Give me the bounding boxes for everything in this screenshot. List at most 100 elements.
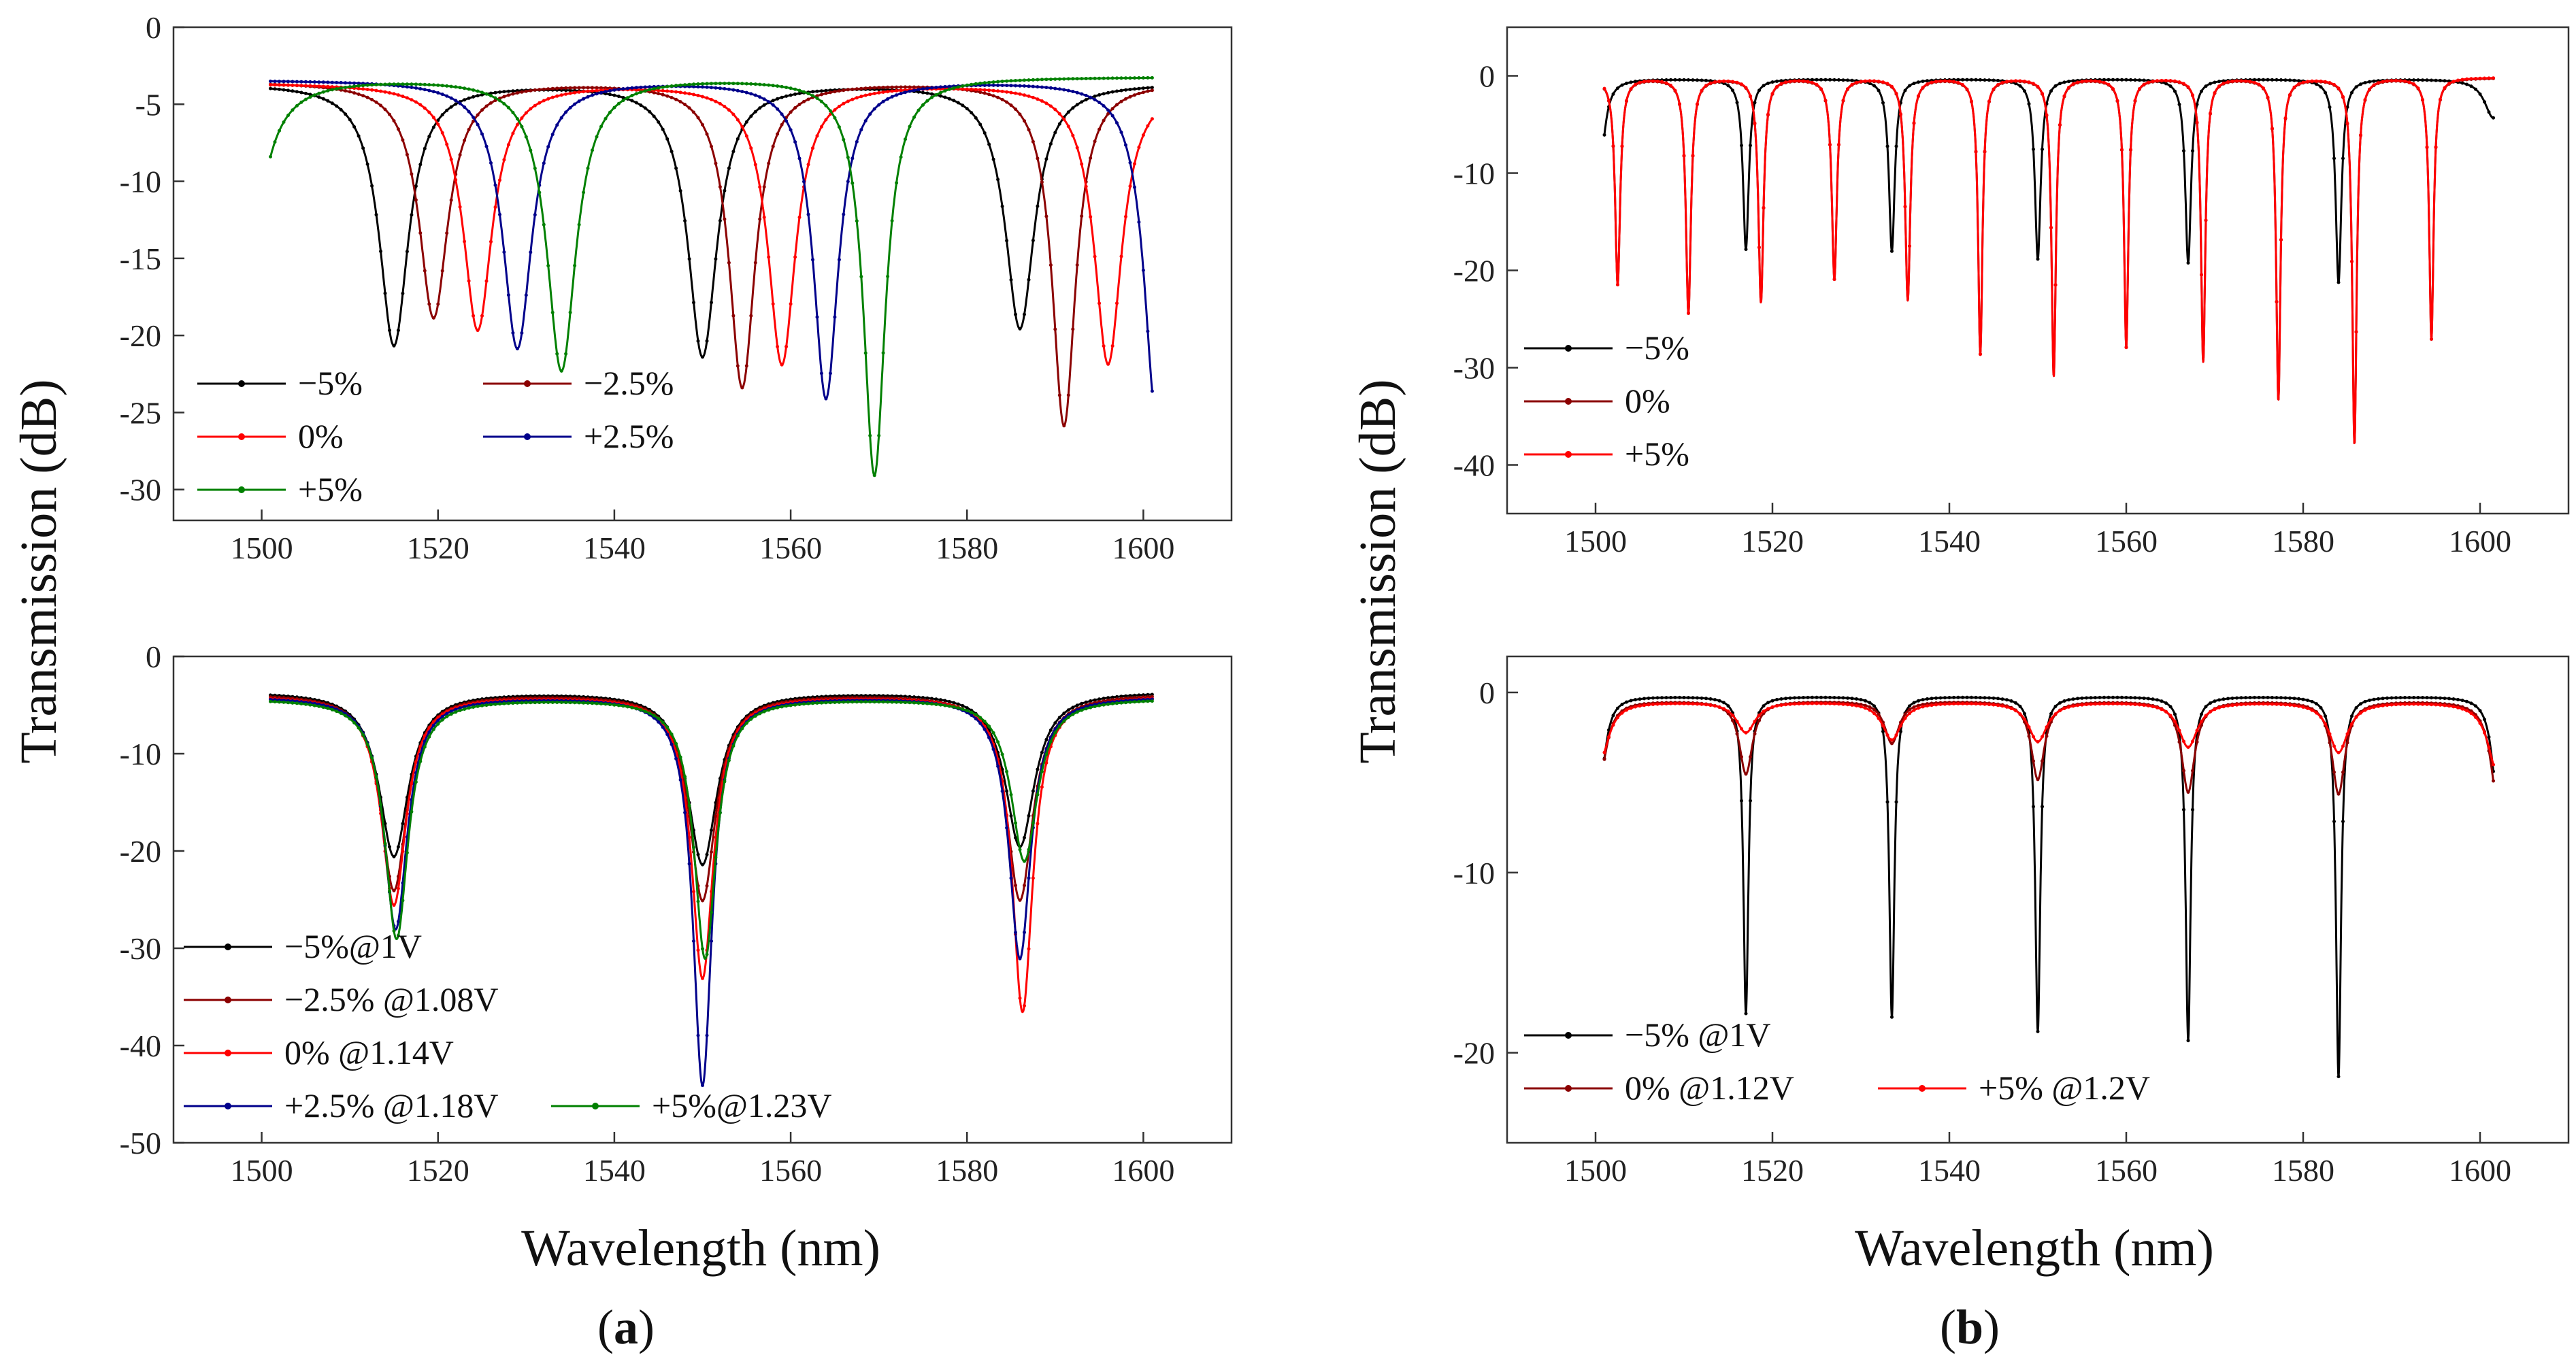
x-tick-label: 1560 <box>2095 1153 2158 1188</box>
series-markers <box>269 76 1154 478</box>
series-markers <box>1602 701 2496 767</box>
legend-entry: +5%@1.23V <box>551 1086 832 1124</box>
x-tick-label: 1540 <box>583 1153 646 1188</box>
x-tick-label: 1560 <box>2095 524 2158 558</box>
series-line <box>1603 701 2494 795</box>
series-markers <box>1602 76 2496 356</box>
series-markers <box>269 83 1154 367</box>
series-line <box>269 695 1153 902</box>
x-tick-label: 1540 <box>1918 524 1981 558</box>
legend-entry: 0% <box>197 417 344 455</box>
y-tick-label: -10 <box>1453 856 1495 890</box>
x-tick-label: 1540 <box>1918 1153 1981 1188</box>
y-tick-label: -40 <box>1453 448 1495 483</box>
y-tick-label: 0 <box>146 10 161 45</box>
y-tick-label: -30 <box>1453 351 1495 386</box>
series-line <box>269 86 1153 358</box>
chart-a-top: 1500 1520 1540 1560 1580 1600 0 -5 -10 -15 -20 -25 -… <box>120 10 1233 565</box>
legend-marker <box>524 433 531 440</box>
series-group <box>1602 76 2496 444</box>
x-tick-label: 1560 <box>759 531 822 565</box>
x-tick-label: 1500 <box>1564 1153 1627 1188</box>
legend-label: −5% <box>298 364 363 402</box>
x-tick-label: 1540 <box>583 531 646 565</box>
legend-entry: +5% @1.2V <box>1878 1069 2150 1107</box>
series-line <box>269 84 1153 366</box>
legend-entry: +5% <box>197 470 363 508</box>
y-tick-label: -10 <box>120 165 161 199</box>
series-group <box>269 76 1154 478</box>
legend-marker <box>238 433 245 440</box>
x-tick-label: 1580 <box>2272 1153 2334 1188</box>
legend-label: −2.5% <box>584 364 674 402</box>
legend-label: 0% @1.14V <box>284 1033 454 1071</box>
legend-marker <box>1565 1032 1572 1039</box>
y-tick-label: 0 <box>1479 675 1495 710</box>
y-tick-label: -50 <box>120 1126 161 1160</box>
legend-entry: −5%@1V <box>184 927 422 965</box>
legend-marker <box>592 1103 599 1109</box>
series-markers <box>1602 76 2496 356</box>
y-tick-label: -40 <box>120 1029 161 1063</box>
x-tick-label: 1580 <box>936 531 998 565</box>
legend-label: +2.5% <box>584 417 674 455</box>
y-tick-label: -20 <box>1453 254 1495 288</box>
plot-frame <box>172 655 1233 1144</box>
legend-entry: −5% @1V <box>1524 1016 1771 1054</box>
x-tick-label: 1560 <box>759 1153 822 1188</box>
legend-label: −5%@1V <box>284 927 422 965</box>
chart-b-top: 1500 1520 1540 1560 1580 1600 0 -10 -20 -30 -40 −5%… <box>1453 26 2570 558</box>
legend-label: 0% @1.12V <box>1625 1069 1794 1107</box>
series-line <box>269 80 1153 400</box>
y-axis-title-a: Transmission (dB) <box>10 379 67 763</box>
legend-entry: −2.5% @1.08V <box>184 980 499 1018</box>
y-tick-label: -30 <box>120 473 161 507</box>
legend-marker <box>238 486 245 493</box>
y-tick-label: -10 <box>1453 156 1495 191</box>
y-tick-label: -20 <box>120 834 161 869</box>
y-tick-label: 0 <box>1479 59 1495 94</box>
y-tick-label: -25 <box>120 395 161 430</box>
legend-entry: +2.5% <box>483 417 674 455</box>
x-tick-label: 1520 <box>407 531 469 565</box>
legend-marker <box>1565 398 1572 405</box>
legend-label: +5% @1.2V <box>1979 1069 2150 1107</box>
y-tick-label: -30 <box>120 931 161 966</box>
y-axis-title-b: Transmission (dB) <box>1349 379 1406 763</box>
legend-label: +5%@1.23V <box>652 1086 832 1124</box>
legend-label: −5% @1V <box>1625 1016 1771 1054</box>
x-tick-label: 1500 <box>231 531 293 565</box>
legend-marker <box>524 380 531 387</box>
panel-label-b: (b) <box>1940 1300 2000 1354</box>
legend-marker <box>238 380 245 387</box>
x-tick-label: 1580 <box>936 1153 998 1188</box>
series-markers <box>269 699 1154 956</box>
legend-label: −5% <box>1625 329 1689 367</box>
legend-entry: −5% <box>1524 329 1689 367</box>
series-line <box>1603 78 2494 284</box>
legend-entry: −5% <box>197 364 363 402</box>
legend-marker <box>225 997 231 1003</box>
legend-marker <box>225 943 231 950</box>
x-tick-label: 1580 <box>2272 524 2334 558</box>
x-tick-label: 1520 <box>1741 524 1804 558</box>
y-tick-label: 0 <box>146 639 161 674</box>
legend-label: +2.5% @1.18V <box>284 1086 499 1124</box>
legend-marker <box>1565 1085 1572 1092</box>
legend-marker <box>1565 345 1572 352</box>
legend-marker <box>225 1050 231 1056</box>
legend-entry: 0% <box>1524 382 1670 420</box>
series-markers <box>269 80 1154 401</box>
series-group <box>1602 695 2496 1079</box>
series-line <box>1603 77 2494 444</box>
chart-a-bottom: 1500 1520 1540 1560 1580 1600 0 -10 -20 -30 -40 -50… <box>120 639 1233 1188</box>
legend-marker <box>1565 451 1572 458</box>
x-tick-label: 1600 <box>2449 524 2511 558</box>
legend-entry: +2.5% @1.18V <box>184 1086 499 1124</box>
y-tick-label: -20 <box>1453 1036 1495 1071</box>
legend-entry: 0% @1.12V <box>1524 1069 1794 1107</box>
y-tick-label: -20 <box>120 318 161 353</box>
x-axis-title-b: Wavelength (nm) <box>1855 1220 2214 1277</box>
legend-label: 0% <box>298 417 344 455</box>
